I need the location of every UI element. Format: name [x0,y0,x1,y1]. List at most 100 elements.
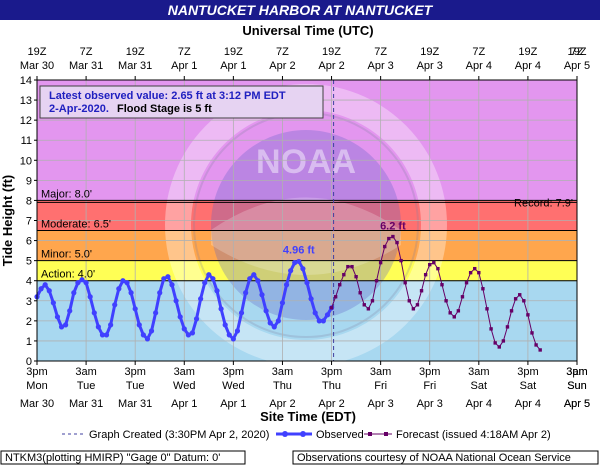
forecast-point [448,311,452,315]
top-tick-date: Apr 5 [564,60,590,72]
observed-point [83,280,89,286]
bottom-tick-day: Wed [222,380,244,392]
legend-observed-label: Observed [316,429,364,441]
bottom-tick-time: 3am [566,366,587,378]
observed-point [214,288,220,294]
forecast-point [411,307,416,311]
observed-point [288,268,294,274]
info-line1: Latest observed value: 2.65 ft at 3:12 P… [49,90,286,102]
observed-point [157,290,163,296]
bottom-tick-date: Apr 2 [269,398,295,410]
legend-graph-created-label: Graph Created (3:30PM Apr 2, 2020) [89,429,269,441]
forecast-point [346,264,350,269]
legend-observed-marker [300,431,306,437]
forecast-point [395,240,399,245]
forecast-point [493,341,497,345]
bottom-tick-time: 3pm [223,366,244,378]
observed-point [153,310,159,316]
bottom-tick-day: Sat [471,380,488,392]
forecast-point [456,309,461,313]
top-axis-title: Universal Time (UTC) [242,23,373,38]
observed-point [169,282,175,288]
footer-right-text: Observations courtesy of NOAA National O… [297,452,571,464]
bottom-tick-time: 3pm [566,366,587,378]
forecast-point [464,281,469,285]
observed-point [251,272,257,278]
band-label-action: Action: 4.0' [41,269,95,281]
forecast-point [342,272,346,277]
band-label-moderate: Moderate: 6.5' [41,219,111,231]
forecast-point [432,260,436,265]
y-tick-label: 9 [26,175,32,187]
top-axis-ticks: 19Z Mar 30 7Z Mar 31 19Z Mar 31 7Z Apr 1 19Z Apr … [20,46,590,80]
forecast-point [526,313,530,317]
observed-point [132,306,138,312]
legend-observed-marker [282,431,288,437]
forecast-point [538,348,542,352]
bottom-tick-date: Apr 5 [564,398,590,410]
y-tick-label: 13 [20,95,32,107]
observed-point [230,336,236,342]
forecast-point [518,293,522,297]
observed-point [263,308,269,314]
observed-point [91,310,97,316]
bottom-tick-time: 3am [468,366,489,378]
forecast-point [509,309,514,313]
watermark-text: NOAA [256,143,356,181]
forecast-point [423,272,428,277]
y-tick-label: 6 [26,236,32,248]
observed-point [292,260,298,266]
forecast-point [419,289,424,293]
observed-point [144,336,151,342]
observed-point [271,324,277,330]
y-axis-label: Tide Height (ft) [0,175,15,266]
bottom-tick-date: Mar 31 [69,398,103,410]
observed-point [103,332,110,338]
forecast-point [436,266,440,271]
bottom-tick-time: 3am [75,366,96,378]
observed-point [75,280,81,286]
bottom-tick-day: Fri [374,380,387,392]
footer-left-text: NTKM3(plotting HMIRP) "Gage 0" Datum: 0' [5,452,220,464]
bottom-tick-date: Apr 4 [466,398,492,410]
observed-point [304,280,310,286]
forecast-point [489,327,493,331]
observed-point [283,282,290,288]
observed-point [148,328,155,334]
info-line2-date: 2-Apr-2020. [49,103,109,115]
top-tick-date: Apr 4 [515,60,541,72]
observed-point [71,290,77,296]
bottom-tick-date: Apr 3 [367,398,393,410]
observed-point [112,302,118,308]
footer-right-box [292,450,599,465]
bottom-tick-date: Apr 3 [417,398,443,410]
forecast-point [358,291,362,295]
forecast-point [468,270,473,275]
top-tick-date: Apr 1 [220,60,246,72]
observed-point [128,290,134,296]
observed-point [54,314,61,320]
footer-left-box [0,450,246,465]
legend: Graph Created (3:30PM Apr 2, 2020) Observ… [62,429,551,441]
forecast-point [387,236,391,241]
forecast-point [338,283,342,287]
forecast-point [362,303,366,307]
forecast-point [460,295,465,299]
bottom-tick-date: Apr 1 [171,398,197,410]
observed-point [312,310,318,316]
observed-point [234,328,241,334]
observed-point [99,332,106,338]
top-tick-date: Apr 1 [171,60,197,72]
observed-point [324,312,331,318]
series-layer: 4.96 ft 6.2 ft [34,79,578,362]
y-tick-label: 8 [26,195,32,207]
observed-point [50,300,56,306]
bottom-tick-time: 3pm [419,366,440,378]
y-tick-label: 11 [21,135,32,147]
record-label: Record: 7.9' [514,197,573,209]
bottom-tick-time: 3pm [124,366,145,378]
observed-point [202,280,208,286]
observed-point [120,278,126,284]
latest-value-box: Latest observed value: 2.65 ft at 3:12 P… [39,85,324,119]
